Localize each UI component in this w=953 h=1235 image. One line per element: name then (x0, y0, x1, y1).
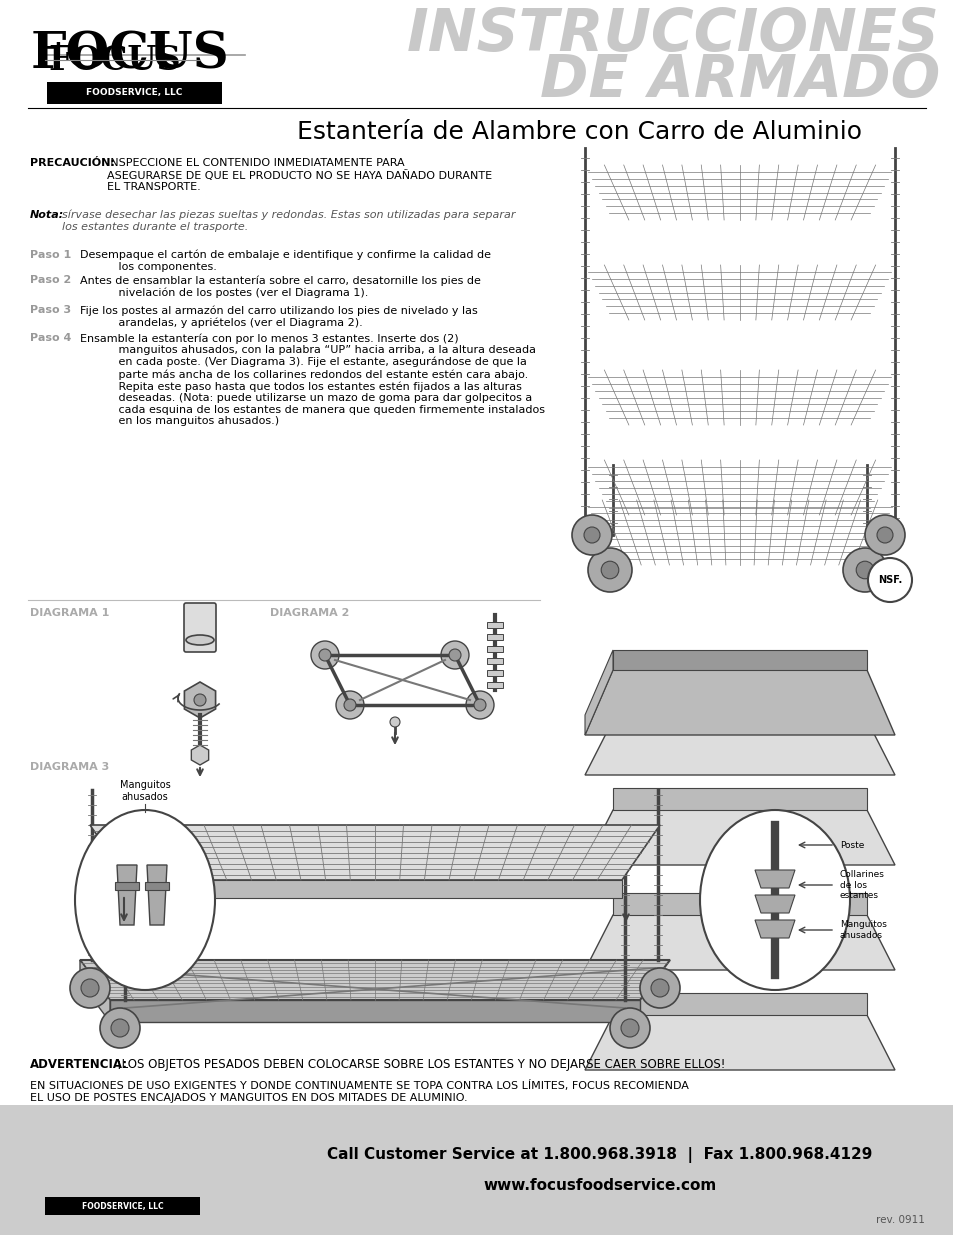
Circle shape (100, 1008, 140, 1049)
Text: Ensamble la estantería con por lo menos 3 estantes. Inserte dos (2)
           m: Ensamble la estantería con por lo menos … (80, 333, 544, 426)
Text: Nota:: Nota: (30, 210, 64, 220)
Circle shape (650, 979, 668, 997)
Text: DIAGRAMA 1: DIAGRAMA 1 (30, 608, 110, 618)
Text: Paso 2: Paso 2 (30, 275, 71, 285)
Circle shape (572, 515, 612, 555)
FancyBboxPatch shape (486, 682, 502, 688)
FancyBboxPatch shape (0, 1105, 953, 1235)
Ellipse shape (700, 810, 849, 990)
Circle shape (600, 561, 618, 579)
Text: www.focusfoodservice.com: www.focusfoodservice.com (483, 1177, 716, 1193)
Text: INSPECCIONE EL CONTENIDO INMEDIATAMENTE PARA
ASEGURARSE DE QUE EL PRODUCTO NO SE: INSPECCIONE EL CONTENIDO INMEDIATAMENTE … (107, 158, 492, 193)
Circle shape (842, 548, 886, 592)
Circle shape (318, 650, 331, 661)
Text: Collarines
de los
estantes: Collarines de los estantes (840, 871, 884, 900)
Circle shape (111, 1019, 129, 1037)
Text: Paso 1: Paso 1 (30, 249, 71, 261)
Circle shape (609, 1008, 649, 1049)
Text: Poste: Poste (840, 841, 863, 850)
FancyBboxPatch shape (486, 622, 502, 629)
Polygon shape (613, 788, 866, 810)
Polygon shape (613, 893, 866, 915)
FancyBboxPatch shape (486, 646, 502, 652)
Circle shape (390, 718, 399, 727)
FancyBboxPatch shape (486, 658, 502, 664)
Circle shape (311, 641, 338, 669)
Polygon shape (110, 1000, 639, 1023)
Circle shape (583, 527, 599, 543)
Circle shape (344, 699, 355, 711)
FancyBboxPatch shape (486, 671, 502, 676)
Text: Manguitos
ahusados: Manguitos ahusados (119, 781, 171, 802)
Circle shape (81, 979, 99, 997)
Polygon shape (754, 895, 794, 913)
Polygon shape (613, 698, 866, 720)
FancyBboxPatch shape (184, 603, 215, 652)
Polygon shape (128, 881, 621, 898)
Polygon shape (613, 993, 866, 1015)
Polygon shape (80, 960, 110, 1023)
Text: EN SITUACIONES DE USO EXIGENTES Y DONDE CONTINUAMENTE SE TOPA CONTRA LOS LÍMITES: EN SITUACIONES DE USO EXIGENTES Y DONDE … (30, 1079, 688, 1103)
Polygon shape (584, 650, 613, 735)
Text: Estantería de Alambre con Carro de Aluminio: Estantería de Alambre con Carro de Alumi… (297, 120, 862, 144)
Circle shape (465, 692, 494, 719)
Circle shape (620, 1019, 639, 1037)
Circle shape (449, 650, 460, 661)
Polygon shape (584, 915, 894, 969)
Text: sírvase desechar las piezas sueltas y redondas. Estas son utilizadas para separa: sírvase desechar las piezas sueltas y re… (62, 210, 515, 232)
Circle shape (335, 692, 364, 719)
Polygon shape (754, 869, 794, 888)
Text: FOCUS: FOCUS (49, 43, 181, 77)
Circle shape (474, 699, 485, 711)
Circle shape (70, 968, 110, 1008)
Text: ¡LOS OBJETOS PESADOS DEBEN COLOCARSE SOBRE LOS ESTANTES Y NO DEJARSE CAER SOBRE : ¡LOS OBJETOS PESADOS DEBEN COLOCARSE SOB… (117, 1058, 724, 1071)
Polygon shape (184, 682, 215, 718)
Text: Desempaque el cartón de embalaje e identifique y confirme la calidad de
        : Desempaque el cartón de embalaje e ident… (80, 249, 491, 272)
FancyBboxPatch shape (486, 634, 502, 640)
Text: rev. 0911: rev. 0911 (875, 1215, 924, 1225)
Text: Antes de ensamblar la estantería sobre el carro, desatornille los pies de
      : Antes de ensamblar la estantería sobre e… (80, 275, 480, 298)
Ellipse shape (186, 635, 213, 645)
Circle shape (864, 515, 904, 555)
Polygon shape (192, 745, 209, 764)
Polygon shape (117, 864, 137, 925)
Text: NSF.: NSF. (877, 576, 902, 585)
Polygon shape (613, 650, 866, 671)
FancyBboxPatch shape (47, 82, 222, 104)
Text: Call Customer Service at 1.800.968.3918  |  Fax 1.800.968.4129: Call Customer Service at 1.800.968.3918 … (327, 1147, 872, 1163)
Text: Paso 3: Paso 3 (30, 305, 71, 315)
Text: Manguitos
ahusados: Manguitos ahusados (840, 920, 886, 940)
Circle shape (876, 527, 892, 543)
Polygon shape (754, 920, 794, 939)
Circle shape (867, 558, 911, 601)
Text: INSTRUCCIONES: INSTRUCCIONES (407, 6, 939, 63)
Polygon shape (147, 864, 167, 925)
Circle shape (639, 968, 679, 1008)
Text: FOODSERVICE, LLC: FOODSERVICE, LLC (86, 89, 182, 98)
Text: DE ARMADO: DE ARMADO (539, 52, 939, 109)
Text: ADVERTENCIA:: ADVERTENCIA: (30, 1058, 128, 1071)
FancyBboxPatch shape (115, 882, 139, 890)
Polygon shape (584, 671, 894, 735)
Polygon shape (584, 720, 894, 776)
Text: FOODSERVICE, LLC: FOODSERVICE, LLC (82, 1202, 164, 1210)
Text: Paso 4: Paso 4 (30, 333, 71, 343)
Text: PRECAUCIÓN:: PRECAUCIÓN: (30, 158, 114, 168)
Text: FOCUS: FOCUS (30, 31, 229, 79)
Circle shape (855, 561, 873, 579)
Circle shape (587, 548, 631, 592)
Polygon shape (80, 960, 669, 1000)
FancyBboxPatch shape (45, 1197, 200, 1215)
Polygon shape (584, 1015, 894, 1070)
Text: Fije los postes al armazón del carro utilizando los pies de nivelado y las
     : Fije los postes al armazón del carro uti… (80, 305, 477, 327)
Text: DIAGRAMA 2: DIAGRAMA 2 (270, 608, 349, 618)
Polygon shape (584, 810, 894, 864)
FancyBboxPatch shape (145, 882, 169, 890)
Text: DIAGRAMA 3: DIAGRAMA 3 (30, 762, 110, 772)
Circle shape (193, 694, 206, 706)
Circle shape (440, 641, 469, 669)
Polygon shape (90, 825, 659, 881)
Ellipse shape (75, 810, 214, 990)
